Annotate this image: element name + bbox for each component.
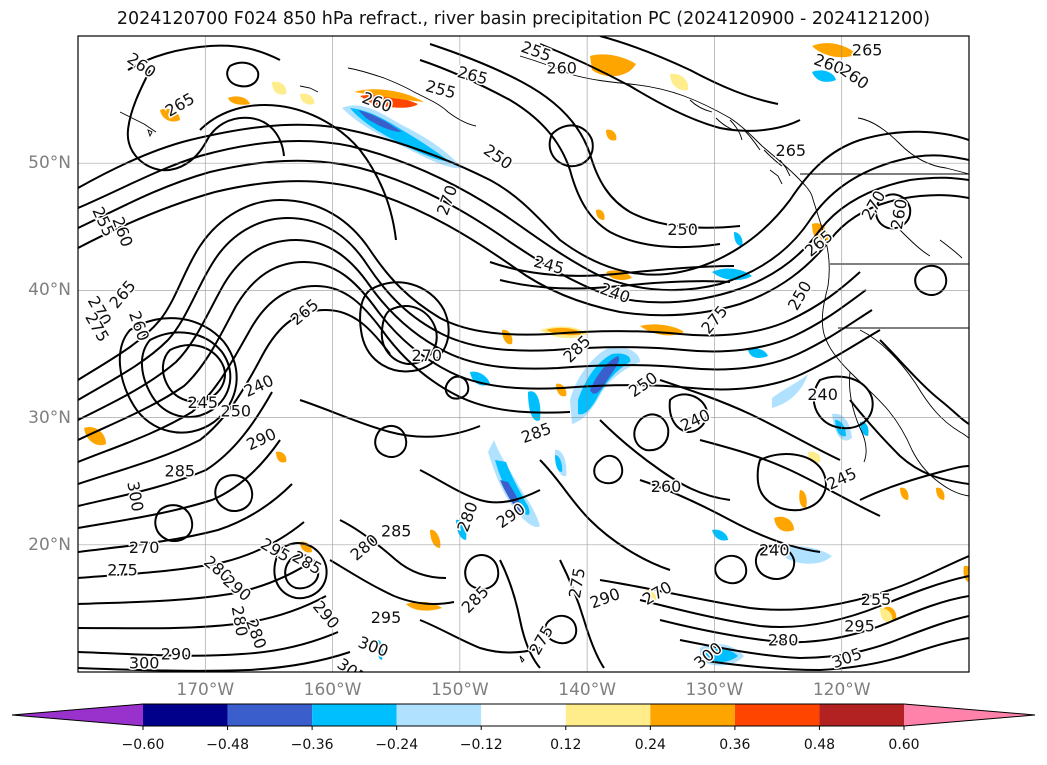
colorbar-tick-label: −0.48 (206, 737, 249, 753)
contour-label: 285 (381, 521, 412, 540)
latitude-label: 40°N (28, 280, 71, 301)
colorbar-tick-label: 0.12 (550, 737, 582, 753)
contour-label: 270 (411, 346, 442, 365)
latitude-label: 30°N (28, 407, 71, 428)
coastlines (119, 55, 969, 663)
contour-label: 285 (165, 462, 196, 481)
contour-label: 255 (861, 590, 892, 609)
contour-label: 250 (667, 220, 698, 239)
longitude-label: 140°W (558, 680, 617, 700)
colorbar-tick-label: 0.36 (719, 737, 751, 753)
colorbar-segment (312, 704, 397, 726)
colorbar-segment (819, 704, 904, 726)
longitude-label: 120°W (812, 680, 871, 700)
refractivity-contours (78, 36, 969, 672)
colorbar (11, 703, 1036, 730)
colorbar-segment (650, 704, 735, 726)
contour-label: 295 (371, 608, 402, 627)
map-frame (77, 35, 970, 673)
map-plot-area: 2602652552602652552602502652602602652702… (78, 36, 969, 673)
colorbar-segment (734, 704, 820, 726)
contour-label: 280 (768, 631, 799, 650)
colorbar-segment (565, 704, 651, 726)
colorbar-tick-label: 0.48 (803, 737, 836, 753)
colorbar-tick-label: 0.24 (634, 737, 666, 753)
longitude-label: 170°W (176, 680, 235, 700)
colorbar-tick-label: −0.12 (459, 737, 503, 753)
latitude-label: 50°N (28, 153, 71, 174)
latitude-label: 20°N (28, 534, 71, 555)
contour-label: 295 (844, 617, 875, 636)
colorbar-extend-low (12, 704, 143, 726)
gridlines (78, 36, 969, 672)
contour-label: 260 (546, 58, 577, 77)
contour-label: 240 (807, 385, 838, 404)
contour-label: 250 (221, 402, 252, 421)
contour-label: 245 (187, 393, 218, 412)
colorbar-tick-label: −0.24 (375, 737, 419, 753)
precip-shading-layer (84, 43, 969, 666)
colorbar-tick-label: −0.60 (121, 737, 165, 753)
contour-label: 265 (852, 40, 883, 59)
longitude-label: 150°W (430, 680, 489, 700)
colorbar-segment (227, 704, 313, 726)
contour-label: 240 (759, 540, 790, 559)
contour-label: 265 (776, 141, 807, 160)
colorbar-segment (143, 704, 228, 726)
contour-label: 270 (129, 538, 160, 557)
longitude-label: 160°W (303, 680, 362, 700)
colorbar-tick-label: −0.36 (290, 737, 334, 753)
colorbar-segment (481, 704, 566, 726)
contour-label: 275 (107, 561, 138, 580)
colorbar-extend-high (904, 704, 1035, 726)
contour-label: 290 (161, 645, 192, 664)
colorbar-segment (396, 704, 482, 726)
contour-label: 260 (651, 477, 682, 496)
colorbar-tick-label: 0.60 (888, 737, 920, 753)
longitude-label: 130°W (685, 680, 744, 700)
contour-label: 300 (129, 654, 160, 673)
map-title: 2024120700 F024 850 hPa refract., river … (116, 9, 931, 29)
